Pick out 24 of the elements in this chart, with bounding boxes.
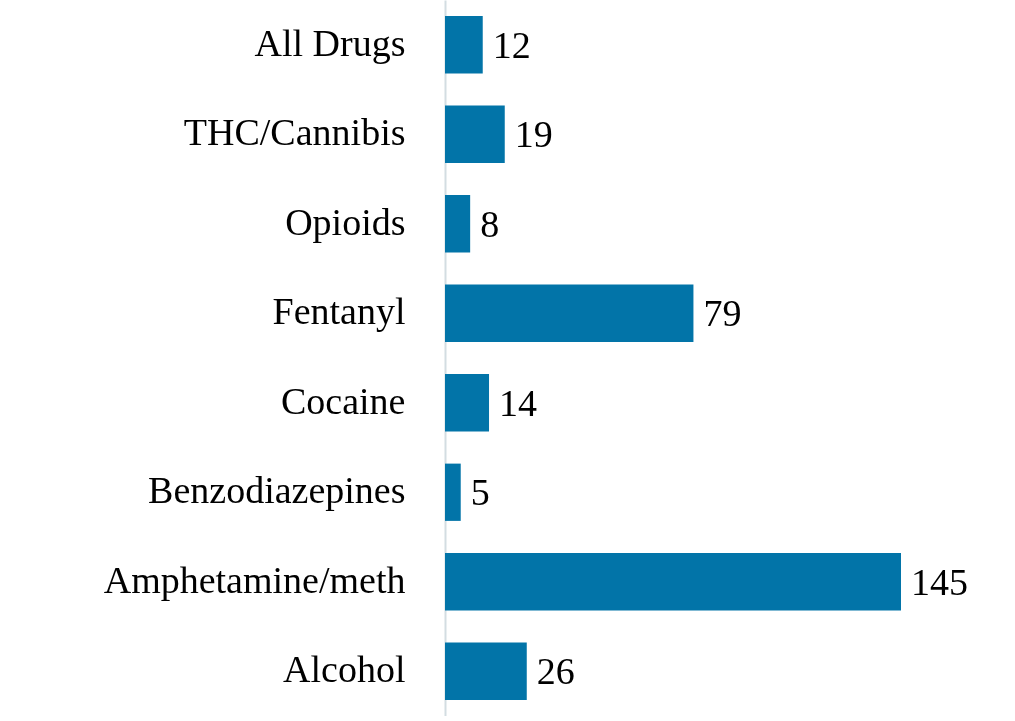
y-tick-label: Fentanyl bbox=[272, 290, 406, 333]
data-label: 14 bbox=[499, 381, 538, 424]
bar bbox=[445, 195, 471, 253]
y-tick-label: Alcohol bbox=[283, 648, 406, 691]
data-label: 5 bbox=[470, 471, 490, 514]
bar bbox=[445, 642, 527, 700]
data-label: 79 bbox=[703, 292, 742, 335]
y-tick-label: THC/Cannibis bbox=[183, 111, 406, 154]
data-label: 26 bbox=[536, 650, 575, 693]
data-label: 8 bbox=[480, 202, 500, 245]
y-tick-label: Cocaine bbox=[280, 379, 406, 422]
bar bbox=[445, 463, 461, 521]
bar bbox=[445, 105, 505, 163]
data-label: 19 bbox=[514, 113, 553, 156]
y-tick-label: Opioids bbox=[285, 200, 406, 243]
y-tick-label: All Drugs bbox=[254, 21, 406, 64]
bar bbox=[445, 16, 483, 74]
data-label: 12 bbox=[492, 23, 531, 66]
bar bbox=[445, 553, 901, 611]
data-label: 145 bbox=[911, 560, 968, 603]
y-tick-label: Benzodiazepines bbox=[148, 469, 406, 512]
y-tick-label: Amphetamine/meth bbox=[103, 558, 406, 601]
bar bbox=[445, 374, 490, 432]
bar bbox=[445, 284, 694, 342]
